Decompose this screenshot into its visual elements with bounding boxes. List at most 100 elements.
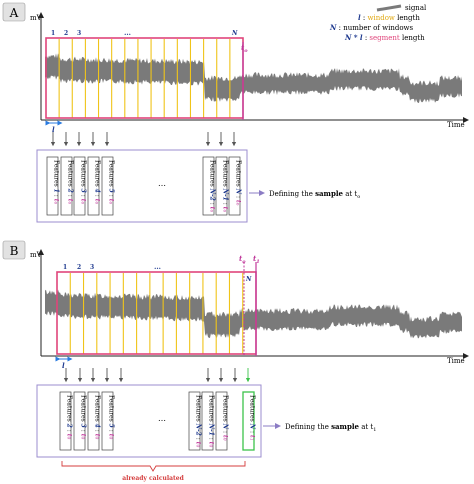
panel-b-feature-label: Features 4 : t0 — [94, 395, 101, 439]
panel-a-feature-box — [228, 156, 241, 216]
panel-b-feature-label: Features N-2 : t0 — [195, 395, 202, 447]
panel-b-t1-sub: 1 — [256, 259, 259, 265]
panel-b-feature-label: Features 2 : t0 — [66, 395, 73, 439]
panel-a-letter: A — [9, 6, 19, 20]
panel-b-t0-label: to — [239, 254, 246, 265]
panel-a-down-arrows — [50, 132, 237, 147]
panel-b-feature-box — [215, 391, 228, 451]
panel-a-feature-label: Features 3 : to — [80, 160, 87, 204]
panel-a-window-index-2: 2 — [64, 30, 68, 37]
panel-b-defining-bold: sample — [331, 422, 359, 431]
panel-a-feature-label: Features 2 : to — [67, 160, 74, 204]
panel-b-feature-label: Features 5 : t0 — [108, 395, 115, 439]
panel-a-feature-label: Features 4 : to — [94, 160, 101, 204]
legend-nl-symbol: N * l — [344, 33, 363, 42]
panel-a-window-index-1: 1 — [51, 30, 55, 37]
panel-a-defining-bold: sample — [315, 189, 343, 198]
panel-a-feature-box — [60, 156, 73, 216]
panel-a-l-label: l — [52, 125, 55, 134]
panel-b-defining-post: at t — [359, 423, 373, 431]
panel-b-features-ellipsis: … — [158, 414, 166, 423]
panel-b-t0-t: t — [239, 254, 243, 263]
legend-n-line: N : number of windows — [329, 23, 414, 32]
legend-n-symbol: N — [329, 23, 337, 32]
panel-b-feature-label: Features N : t0 — [222, 395, 229, 441]
panel-a-defining-text: Defining the sample at to — [269, 189, 360, 200]
panel-b-window-index-2: 2 — [77, 264, 81, 271]
legend-nl-post: length — [400, 34, 425, 42]
panel-b-letter: B — [10, 244, 19, 258]
panel-a-window-lines — [58, 39, 231, 118]
panel-a-feature-box — [73, 156, 86, 216]
panel-b: B mV Time to t1 1 2 3 … N l Features 2 :… — [2, 240, 469, 482]
panel-a-feature-label: Features N-2 : to — [209, 160, 216, 212]
panel-a-t0-label: to — [241, 43, 248, 54]
panel-b-t1-label: t1 — [253, 254, 260, 265]
panel-a-x-axis-label: Time — [447, 121, 465, 129]
panel-b-window-index-3: 3 — [90, 264, 94, 271]
panel-b-defining-pre: Defining the — [285, 423, 331, 431]
panel-a-feature-label: Features N-1 : to — [222, 160, 229, 212]
panel-a-feature-label: Features 5 : to — [108, 160, 115, 204]
panel-b-defining-text: Defining the sample at t1 — [285, 422, 376, 433]
panel-b-already-calculated-brace — [61, 461, 246, 472]
panel-a-features-ellipsis: … — [158, 179, 166, 188]
legend-l-sep: : — [361, 14, 368, 22]
panel-b-feature-box — [201, 391, 214, 451]
panel-b-feature-label: Features 3 : t0 — [80, 395, 87, 439]
legend-signal-swatch — [376, 4, 402, 12]
panel-a-signal — [45, 53, 462, 103]
panel-b-letter-box — [2, 240, 26, 260]
legend-window-line: l : window length — [358, 13, 420, 22]
panel-a-features: Features 1 : to Features 2 : to Features 3… — [46, 156, 242, 216]
panel-b-feature-box — [242, 391, 255, 451]
panel-a-defining-sub: o — [357, 194, 360, 200]
panel-b-features-container — [36, 384, 262, 458]
panel-a-window-index-3: 3 — [77, 30, 81, 37]
panel-b-feature-box — [101, 391, 114, 451]
panel-b-feature-label: Features N-1 : t0 — [208, 395, 215, 447]
panel-a-feature-box — [101, 156, 114, 216]
panel-b-features: Features 2 : t0 Features 3 : t0 Features 4… — [59, 391, 256, 451]
panel-b-feature-label: Features N : t1 — [249, 395, 256, 441]
legend-l-post: length — [395, 14, 420, 22]
panel-a-t0-t: t — [241, 43, 245, 52]
panel-a-feature-box — [46, 156, 59, 216]
legend-nl-sep: : — [363, 34, 370, 42]
panel-a: A signal l : window length N : number of… — [2, 2, 469, 223]
panel-b-defining-sub: 1 — [373, 427, 376, 433]
panel-a-defining-pre: Defining the — [269, 190, 315, 198]
panel-a-feature-box — [215, 156, 228, 216]
legend: signal l : window length N : number of w… — [329, 4, 427, 42]
panel-b-t0-sub: o — [242, 259, 246, 265]
panel-a-window-index-ellipsis: … — [124, 28, 131, 37]
panel-b-signal — [45, 289, 462, 339]
panel-a-y-axis-label: mV — [30, 14, 43, 22]
panel-b-feature-box — [188, 391, 201, 451]
panel-a-feature-label: Features N : to — [235, 160, 242, 206]
panel-a-features-container — [36, 149, 248, 223]
legend-segment-line: N * l : segment length — [344, 33, 425, 42]
panel-b-l-label: l — [62, 361, 65, 370]
panel-b-t1-t: t — [253, 254, 257, 263]
panel-b-feature-box — [73, 391, 86, 451]
panel-b-down-arrows — [63, 368, 251, 383]
panel-a-feature-box — [87, 156, 100, 216]
panel-a-feature-box — [202, 156, 215, 216]
panel-b-x-axis-label: Time — [447, 357, 465, 365]
panel-b-window-lines — [69, 273, 244, 354]
legend-window-word: window — [367, 14, 394, 22]
panel-a-window-index-n: N — [231, 30, 238, 37]
panel-a-feature-label: Features 1 : to — [53, 160, 60, 204]
panel-b-window-index-1: 1 — [63, 264, 67, 271]
panel-b-feature-box — [87, 391, 100, 451]
panel-b-already-calculated-label: already calculated — [122, 475, 184, 482]
legend-signal-text: signal — [405, 4, 427, 12]
legend-l-symbol: l — [358, 13, 361, 22]
panel-a-letter-box — [2, 2, 26, 22]
panel-b-feature-box — [59, 391, 72, 451]
panel-a-t0-sub: o — [244, 48, 248, 54]
panel-b-window-index-n: N — [245, 276, 252, 283]
panel-a-defining-post: at t — [343, 190, 357, 198]
